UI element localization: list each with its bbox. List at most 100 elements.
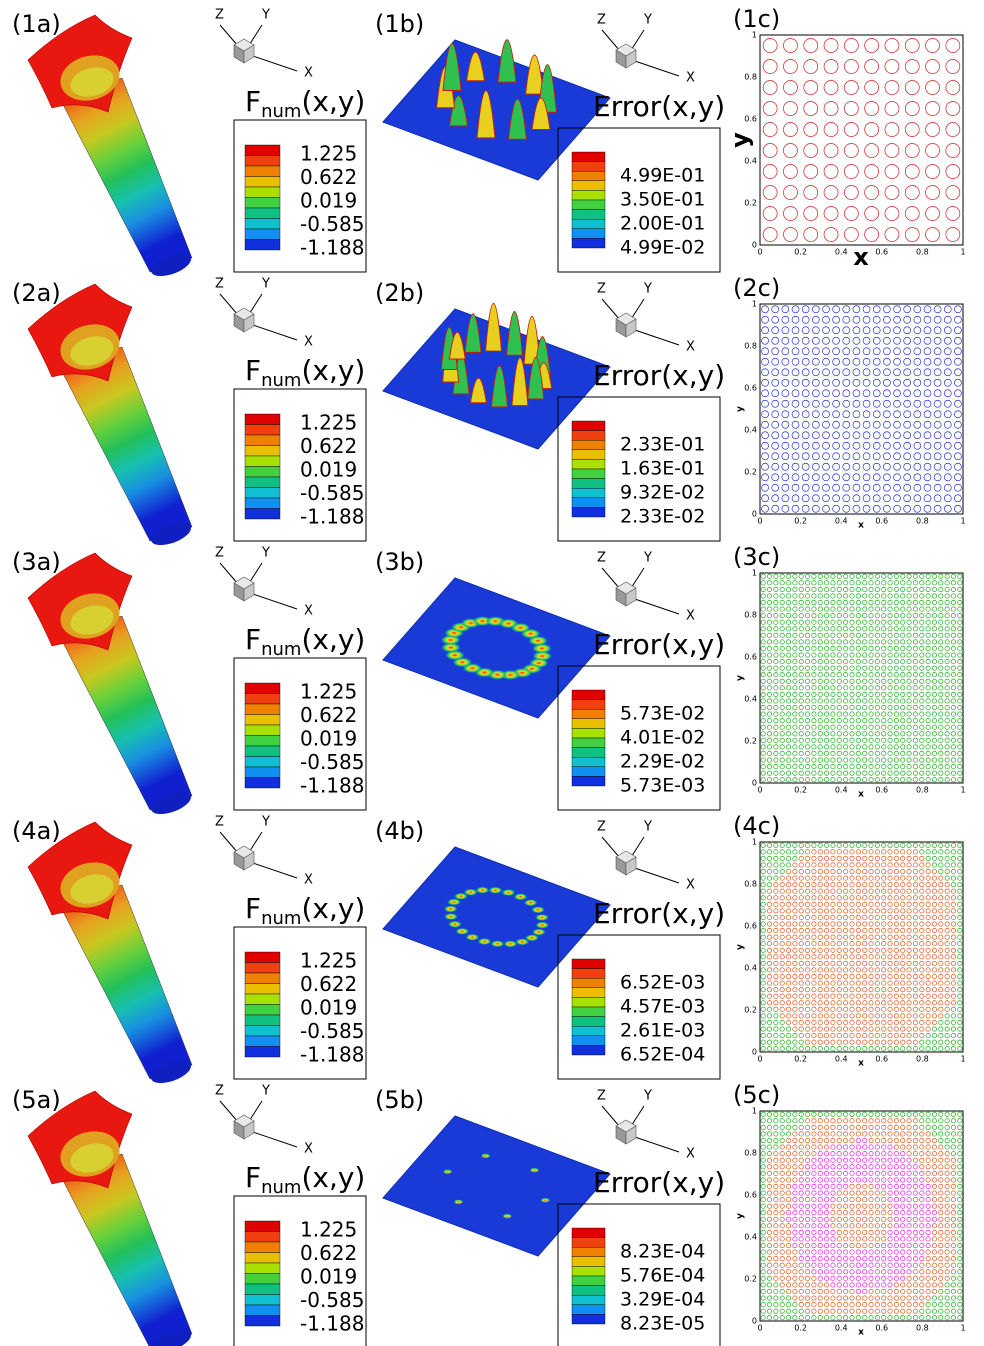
panel-label: (4b)	[375, 817, 424, 845]
node	[824, 947, 830, 953]
node	[849, 691, 855, 697]
node	[836, 901, 842, 907]
node	[868, 862, 874, 868]
node	[843, 934, 849, 940]
node	[786, 1288, 792, 1295]
node	[836, 987, 842, 993]
node	[919, 1137, 925, 1144]
node	[855, 1315, 861, 1321]
node	[779, 1315, 785, 1321]
node	[824, 1203, 830, 1209]
color-band	[244, 186, 281, 198]
node	[798, 875, 804, 881]
node	[766, 1137, 773, 1144]
node	[801, 483, 810, 492]
legend-value: 5.73E-02	[620, 703, 705, 725]
node	[862, 504, 871, 513]
node	[925, 1033, 931, 1039]
node	[912, 888, 918, 894]
node	[801, 473, 810, 482]
node	[881, 1137, 887, 1144]
node	[900, 849, 906, 855]
node	[817, 652, 823, 658]
node	[931, 704, 937, 711]
node	[830, 882, 836, 888]
node	[868, 573, 874, 579]
node	[919, 914, 925, 921]
node	[786, 1013, 792, 1019]
node	[773, 613, 779, 619]
node	[881, 1046, 887, 1052]
node	[887, 901, 893, 907]
node	[893, 378, 901, 387]
tube-end	[151, 791, 191, 815]
node	[761, 410, 769, 419]
node	[824, 1223, 830, 1229]
node	[881, 993, 887, 999]
node	[906, 1229, 912, 1235]
node	[887, 1000, 893, 1006]
node	[874, 665, 880, 671]
legend-box	[557, 934, 721, 1080]
node	[912, 947, 918, 953]
node	[881, 1229, 887, 1235]
node	[887, 888, 893, 894]
node	[950, 1249, 957, 1255]
node	[760, 1019, 766, 1026]
node	[912, 724, 918, 730]
node	[760, 1262, 766, 1268]
node	[792, 980, 798, 986]
node	[862, 1170, 868, 1176]
node	[919, 1256, 925, 1262]
node	[919, 1046, 925, 1052]
node	[817, 1111, 823, 1117]
node	[900, 882, 906, 888]
node	[893, 639, 899, 645]
node	[761, 473, 769, 482]
node	[811, 613, 817, 619]
node	[843, 143, 859, 158]
node	[824, 1131, 830, 1137]
triad-label: X	[686, 609, 695, 624]
node	[931, 993, 937, 999]
node	[766, 1131, 773, 1137]
node	[950, 704, 957, 711]
node	[862, 357, 871, 366]
node	[883, 441, 891, 450]
legend-value: 0.019	[300, 996, 357, 1020]
node	[855, 1216, 861, 1222]
node	[792, 764, 798, 770]
node	[824, 1242, 830, 1249]
node	[881, 586, 887, 592]
node	[950, 599, 957, 606]
node	[811, 410, 820, 419]
node	[931, 632, 937, 638]
node	[843, 704, 849, 711]
node	[950, 908, 957, 914]
error-blob	[532, 643, 553, 654]
node	[811, 1013, 817, 1019]
node	[798, 1249, 804, 1255]
node	[766, 1124, 773, 1130]
node	[786, 685, 792, 691]
node	[938, 724, 944, 730]
node	[874, 1223, 880, 1229]
triad-label: X	[304, 873, 313, 888]
node	[957, 731, 963, 737]
node	[957, 744, 963, 750]
node	[925, 672, 931, 678]
node	[868, 1210, 874, 1216]
node	[832, 504, 840, 513]
node	[881, 1190, 887, 1196]
node	[887, 914, 893, 921]
node	[906, 888, 912, 894]
legend-box	[233, 388, 367, 542]
legend-value: 8.23E-04	[620, 1241, 705, 1263]
node	[849, 941, 855, 947]
node	[791, 347, 800, 356]
node	[925, 960, 931, 966]
node	[904, 38, 920, 53]
node	[766, 1262, 773, 1268]
node	[954, 336, 962, 345]
node	[786, 1144, 792, 1150]
